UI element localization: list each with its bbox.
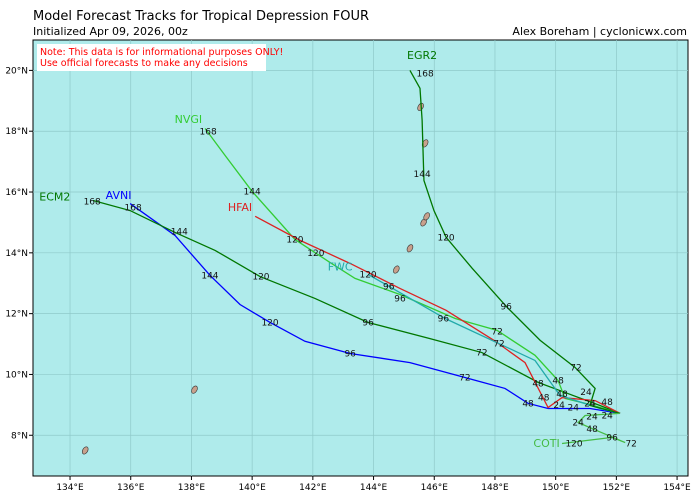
track-nvgi bbox=[204, 128, 621, 414]
forecast-hour-label: 120 bbox=[359, 270, 376, 280]
forecast-hour-label: 72 bbox=[476, 349, 487, 359]
forecast-hour-label: 24 bbox=[584, 400, 596, 410]
track-line bbox=[92, 199, 621, 414]
forecast-hour-label: 144 bbox=[201, 271, 218, 281]
forecast-hour-label: 144 bbox=[171, 228, 188, 238]
forecast-hour-label: 24 bbox=[568, 403, 580, 413]
disclaimer-line-2: Use official forecasts to make any decis… bbox=[40, 58, 248, 69]
lon-tick-label: 152°E bbox=[603, 483, 631, 493]
disclaimer-box bbox=[37, 44, 266, 71]
forecast-hour-label: 72 bbox=[491, 327, 502, 337]
model-name-label-nvgi: NVGI bbox=[175, 113, 203, 126]
lon-tick-label: 148°E bbox=[481, 483, 509, 493]
landmasses bbox=[81, 102, 430, 455]
disclaimer-line-1: Note: This data is for informational pur… bbox=[40, 47, 283, 58]
lon-tick-label: 150°E bbox=[542, 483, 570, 493]
gridlines bbox=[33, 40, 688, 476]
island bbox=[406, 244, 414, 253]
axis-ticks: 134°E 136°E 138°E 140°E 142°E 144°E 146°E 148°E… bbox=[5, 66, 691, 493]
forecast-hour-label: 96 bbox=[362, 318, 374, 328]
track-avni bbox=[129, 203, 621, 415]
forecast-hour-label: 96 bbox=[394, 294, 406, 304]
forecast-hour-label: 24 bbox=[601, 411, 613, 421]
lat-tick-label: 20°N bbox=[5, 66, 28, 76]
track-line bbox=[204, 128, 621, 414]
forecast-hour-label: 72 bbox=[459, 373, 470, 383]
lon-tick-label: 154°E bbox=[663, 483, 691, 493]
forecast-hour-label: 120 bbox=[261, 318, 278, 328]
lat-tick-label: 8°N bbox=[11, 431, 28, 441]
lon-tick-label: 146°E bbox=[421, 483, 449, 493]
model-name-label-egr2: EGR2 bbox=[407, 49, 437, 62]
lat-tick-label: 12°N bbox=[5, 310, 28, 320]
model-name-label-ecm2: ECM2 bbox=[39, 191, 70, 204]
forecast-hour-label: 120 bbox=[565, 439, 582, 449]
forecast-hour-label: 24 bbox=[572, 418, 584, 428]
lat-tick-label: 16°N bbox=[5, 188, 28, 198]
forecast-hour-label: 48 bbox=[522, 399, 534, 409]
model-name-label-fwc: FWC bbox=[328, 261, 353, 274]
forecast-hour-label: 144 bbox=[414, 170, 431, 180]
track-line bbox=[254, 215, 621, 414]
credit: Alex Boreham | cyclonicwx.com bbox=[512, 25, 687, 38]
forecast-hour-label: 120 bbox=[286, 235, 303, 245]
model-tracks bbox=[92, 70, 626, 445]
forecast-hour-label: 96 bbox=[344, 349, 356, 359]
track-labels: AVNI ECM2 NVGI HFAI FWC EGR2 COTI 168 144 120 96 72… bbox=[39, 49, 637, 450]
track-hfai bbox=[254, 215, 621, 414]
island bbox=[393, 265, 400, 274]
forecast-hour-label: 96 bbox=[500, 302, 512, 312]
model-name-label-coti: COTI bbox=[533, 437, 559, 450]
lon-tick-label: 142°E bbox=[299, 483, 327, 493]
forecast-hour-label: 48 bbox=[552, 377, 564, 387]
forecast-hour-label: 120 bbox=[252, 273, 269, 283]
map-title: Model Forecast Tracks for Tropical Depre… bbox=[33, 9, 369, 24]
track-line bbox=[129, 203, 621, 415]
forecast-hour-label: 48 bbox=[532, 380, 544, 390]
island bbox=[423, 212, 430, 221]
lat-tick-label: 10°N bbox=[5, 370, 28, 380]
initialized-time: Initialized Apr 09, 2026, 00z bbox=[33, 25, 188, 38]
island bbox=[191, 385, 198, 394]
track-line bbox=[409, 70, 621, 414]
forecast-hour-label: 96 bbox=[383, 282, 395, 292]
lat-tick-label: 18°N bbox=[5, 127, 28, 137]
forecast-hour-label: 144 bbox=[244, 187, 261, 197]
map-frame bbox=[32, 39, 689, 477]
forecast-hour-label: 72 bbox=[625, 439, 636, 449]
forecast-hour-label: 168 bbox=[417, 69, 434, 79]
forecast-hour-label: 48 bbox=[538, 393, 550, 403]
forecast-hour-label: 48 bbox=[601, 398, 613, 408]
forecast-hour-label: 168 bbox=[125, 204, 142, 214]
forecast-hour-label: 168 bbox=[84, 197, 101, 207]
forecast-hour-label: 48 bbox=[586, 425, 598, 435]
lon-tick-label: 140°E bbox=[238, 483, 266, 493]
forecast-hour-label: 96 bbox=[606, 433, 618, 443]
track-coti bbox=[561, 412, 626, 445]
forecast-hour-label: 24 bbox=[553, 401, 565, 411]
forecast-hour-label: 168 bbox=[200, 128, 217, 138]
track-line bbox=[561, 412, 626, 445]
lon-tick-label: 134°E bbox=[56, 483, 84, 493]
lon-tick-label: 138°E bbox=[178, 483, 206, 493]
track-ecm2 bbox=[92, 199, 621, 414]
lat-tick-label: 14°N bbox=[5, 249, 28, 259]
track-egr2 bbox=[409, 70, 621, 414]
forecast-hour-label: 120 bbox=[307, 249, 324, 259]
forecast-hour-label: 72 bbox=[570, 363, 581, 373]
island bbox=[81, 446, 89, 455]
lon-tick-label: 144°E bbox=[360, 483, 388, 493]
forecast-hour-label: 24 bbox=[586, 412, 598, 422]
lon-tick-label: 136°E bbox=[117, 483, 145, 493]
model-name-label-hfai: HFAI bbox=[228, 201, 252, 214]
forecast-hour-label: 24 bbox=[580, 388, 592, 398]
model-name-label-avni: AVNI bbox=[106, 189, 132, 202]
forecast-hour-label: 48 bbox=[556, 390, 568, 400]
forecast-hour-label: 96 bbox=[438, 315, 450, 325]
forecast-hour-label: 72 bbox=[493, 339, 504, 349]
forecast-hour-label: 120 bbox=[437, 233, 454, 243]
